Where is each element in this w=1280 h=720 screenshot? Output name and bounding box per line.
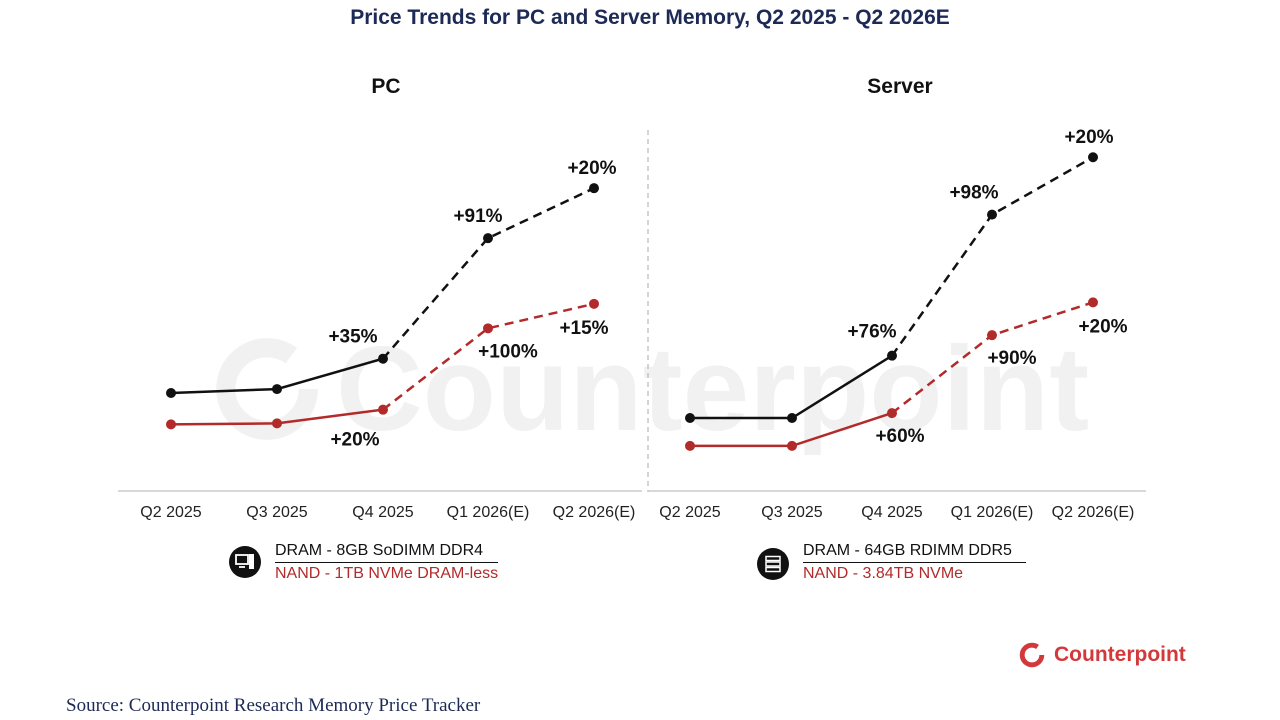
x-tick-label: Q4 2025 bbox=[861, 504, 922, 521]
data-label: +35% bbox=[328, 327, 377, 348]
nand-data-point bbox=[787, 440, 797, 451]
brand-logo: Counterpoint bbox=[1018, 641, 1186, 669]
nand-data-point bbox=[685, 440, 695, 451]
data-label: +91% bbox=[453, 206, 502, 227]
server-legend: DRAM - 64GB RDIMM DDR5 NAND - 3.84TB NVM… bbox=[803, 540, 1026, 585]
data-label: +20% bbox=[1078, 316, 1127, 337]
server-panel-title: Server bbox=[867, 75, 933, 98]
pc-legend: DRAM - 8GB SoDIMM DDR4 NAND - 1TB NVMe D… bbox=[275, 540, 499, 585]
desktop-pc-icon bbox=[229, 546, 261, 578]
nand-data-point bbox=[483, 323, 493, 334]
dram-line-actual bbox=[690, 354, 893, 420]
pc-legend-nand: NAND - 1TB NVMe DRAM-less bbox=[275, 565, 499, 582]
dram-data-point bbox=[685, 413, 695, 423]
pc-legend-dram: DRAM - 8GB SoDIMM DDR4 bbox=[275, 540, 499, 563]
counterpoint-logo-icon bbox=[1019, 642, 1045, 668]
chart-title: Price Trends for PC and Server Memory, Q… bbox=[350, 6, 950, 29]
data-label: +20% bbox=[567, 158, 616, 179]
nand-data-point bbox=[272, 418, 282, 429]
dram-data-point bbox=[483, 233, 493, 244]
server-legend-nand: NAND - 3.84TB NVMe bbox=[803, 565, 964, 582]
x-tick-label: Q4 2025 bbox=[352, 504, 413, 521]
dram-data-point bbox=[166, 388, 176, 398]
dram-data-point bbox=[272, 384, 282, 395]
nand-data-point bbox=[378, 404, 388, 415]
nand-data-point bbox=[987, 330, 997, 341]
data-label: +60% bbox=[875, 426, 924, 447]
dram-data-point bbox=[1088, 152, 1098, 163]
data-label: +20% bbox=[1064, 127, 1113, 148]
nand-data-point bbox=[589, 298, 599, 309]
data-label: +98% bbox=[949, 183, 998, 204]
dram-data-point bbox=[589, 183, 599, 194]
data-label: +100% bbox=[478, 341, 538, 362]
data-label: +90% bbox=[987, 348, 1036, 369]
x-tick-label: Q2 2026(E) bbox=[553, 504, 636, 521]
pc-plot: Q2 2025 Q3 2025 Q4 2025 Q1 2026(E) Q2 2026(E… bbox=[118, 158, 642, 521]
dram-data-point bbox=[987, 209, 997, 220]
server-plot: Q2 2025 Q3 2025 Q4 2025 Q1 2026(E) Q2 2026(E… bbox=[648, 127, 1146, 521]
dram-line-forecast bbox=[382, 187, 595, 360]
data-label: +20% bbox=[330, 430, 379, 451]
x-tick-label: Q1 2026(E) bbox=[951, 504, 1034, 521]
nand-data-point bbox=[166, 419, 176, 430]
dram-data-point bbox=[787, 413, 797, 423]
server-legend-dram: DRAM - 64GB RDIMM DDR5 bbox=[803, 540, 1026, 563]
dram-data-point bbox=[887, 350, 897, 361]
x-tick-label: Q3 2025 bbox=[761, 504, 822, 521]
dram-data-point bbox=[378, 353, 388, 364]
nand-data-point bbox=[1088, 297, 1098, 308]
nand-data-point bbox=[887, 408, 897, 419]
brand-name: Counterpoint bbox=[1054, 643, 1186, 666]
x-tick-label: Q3 2025 bbox=[246, 504, 307, 521]
pc-panel-title: PC bbox=[371, 75, 401, 98]
data-label: +15% bbox=[559, 318, 608, 339]
x-tick-label: Q2 2025 bbox=[140, 504, 201, 521]
server-icon bbox=[757, 548, 789, 580]
source-note: Source: Counterpoint Research Memory Pri… bbox=[66, 695, 481, 716]
x-tick-label: Q2 2025 bbox=[659, 504, 720, 521]
data-label: +76% bbox=[847, 322, 896, 343]
x-tick-label: Q2 2026(E) bbox=[1052, 504, 1135, 521]
x-tick-label: Q1 2026(E) bbox=[447, 504, 530, 521]
